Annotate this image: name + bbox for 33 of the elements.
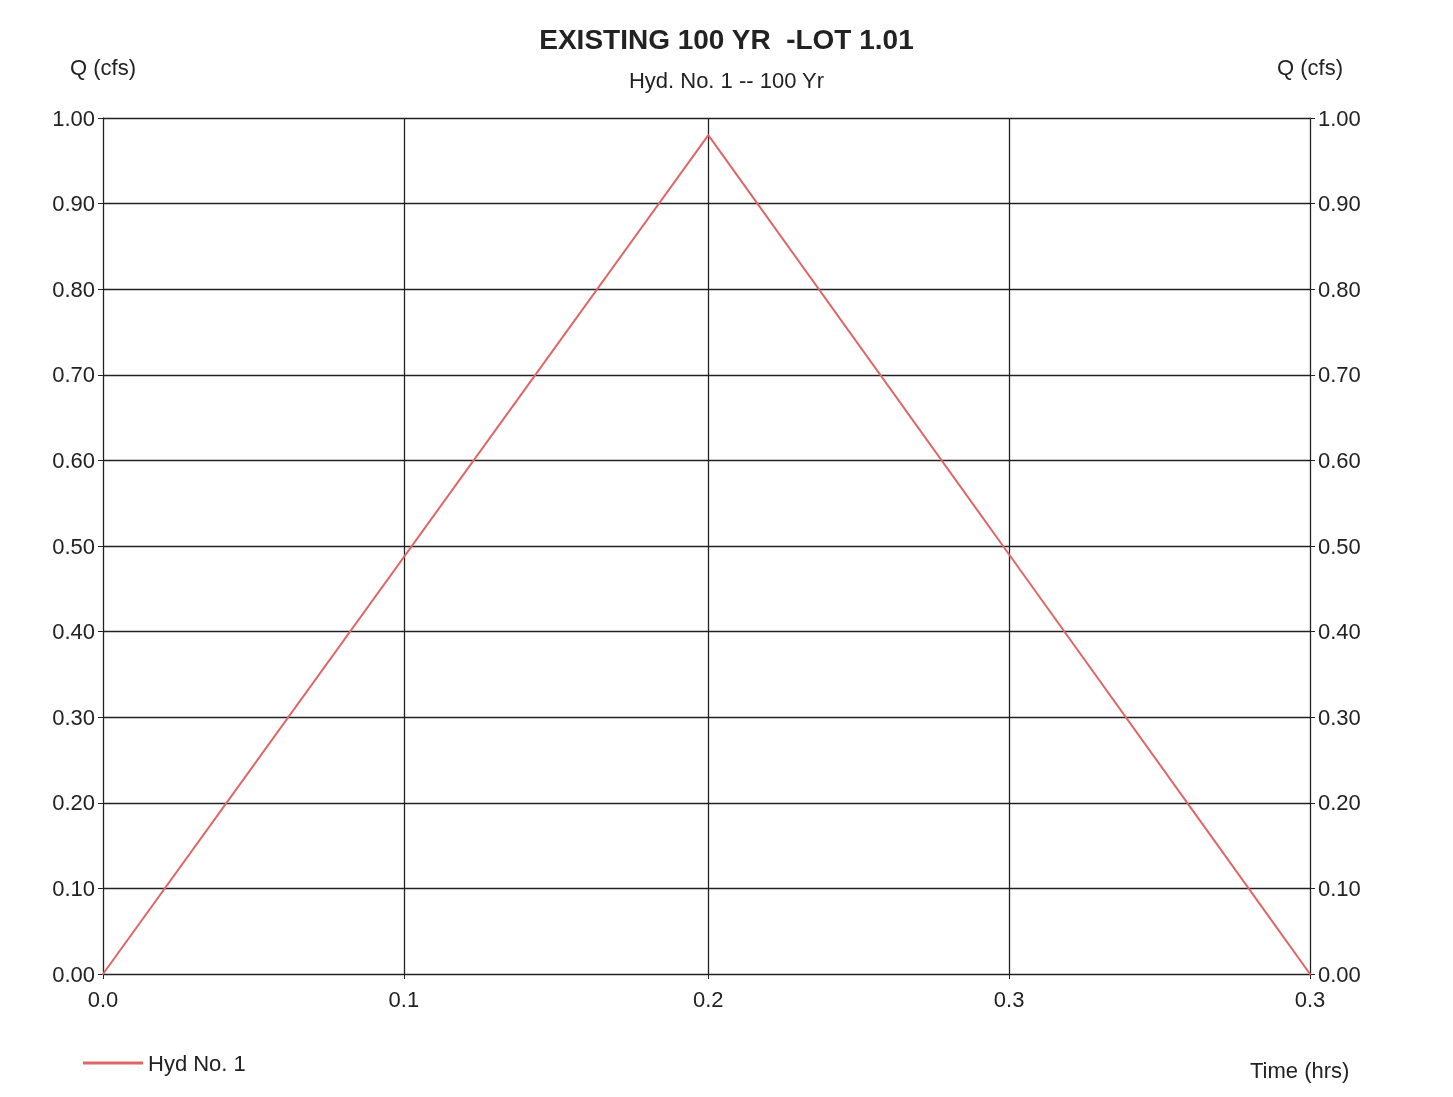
y-tick-label: 0.80 [52,276,95,302]
x-tick-label: 0.0 [87,986,119,1012]
y-tick-label: 1.00 [52,105,95,131]
y2-tick-label: 0.50 [1318,533,1361,559]
y2-tick-label: 0.40 [1318,619,1361,645]
y-tick-label: 0.60 [52,447,95,473]
y-tick-label: 0.00 [52,961,95,987]
y-axis-title: Q (cfs) [70,54,136,80]
y2-tick-label: 0.20 [1318,790,1361,816]
y2-tick-label: 0.70 [1318,362,1361,388]
y-tick-label: 0.30 [52,704,95,730]
y2-axis-title: Q (cfs) [1277,54,1343,80]
y2-tick-label: 0.60 [1318,447,1361,473]
y2-tick-label: 0.10 [1318,875,1361,901]
y-tick-label: 0.20 [52,790,95,816]
chart-subtitle: Hyd. No. 1 -- 100 Yr [628,67,825,93]
y2-tick-label: 1.00 [1318,105,1361,131]
y2-tick-label: 0.80 [1318,276,1361,302]
y2-tick-label: 0.90 [1318,191,1361,217]
legend-label: Hyd No. 1 [148,1050,246,1076]
x-tick-label: 0.1 [388,986,420,1012]
chart-title: EXISTING 100 YR -LOT 1.01 [539,23,914,55]
y-tick-label: 0.70 [52,362,95,388]
y-tick-label: 0.50 [52,533,95,559]
y-tick-label: 0.10 [52,875,95,901]
x-tick-label: 0.2 [693,986,724,1012]
y2-tick-label: 0.00 [1318,961,1361,987]
x-tick-label: 0.3 [1294,986,1326,1012]
y-tick-label: 0.40 [52,619,95,645]
x-axis-title: Time (hrs) [1250,1057,1350,1083]
x-tick-label: 0.3 [993,986,1025,1012]
y2-tick-label: 0.30 [1318,704,1361,730]
y-tick-label: 0.90 [52,191,95,217]
